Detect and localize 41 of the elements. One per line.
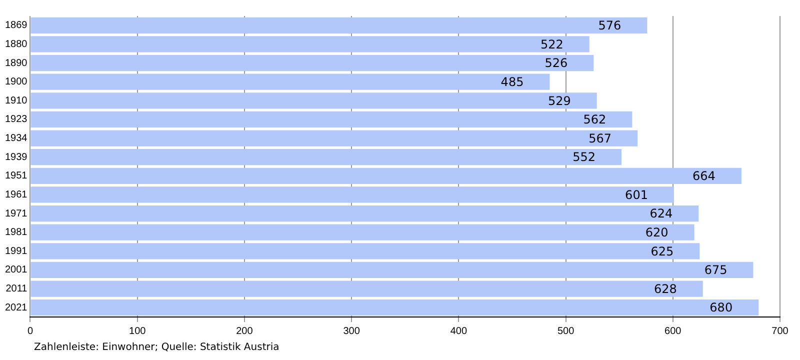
text: Zahlenleiste: Einwohner; Quelle: Statistik Austria [34, 342, 280, 353]
data-label: 664 [692, 169, 716, 184]
y-tick-label: 2001 [4, 264, 28, 276]
y-tick-label: 1923 [4, 114, 28, 126]
data-label: 601 [625, 188, 648, 202]
x-tick-label: 600 [664, 326, 682, 337]
y-tick-label: 1951 [4, 170, 28, 182]
x-tick-label: 200 [236, 326, 254, 337]
data-label: 576 [598, 18, 622, 33]
data-label: 526 [544, 56, 568, 70]
data-label: 562 [583, 112, 606, 127]
x-tick-label: 300 [343, 326, 360, 337]
y-tick-label: 1869 [4, 20, 28, 32]
data-label: 624 [650, 206, 673, 221]
data-label: 485 [500, 74, 524, 89]
data-label: 675 [704, 263, 728, 278]
x-tick-label: 0 [27, 326, 34, 337]
y-tick-label: 1900 [4, 76, 28, 88]
x-tick-label: 400 [450, 326, 468, 337]
data-label: 620 [645, 225, 668, 240]
data-label: 552 [572, 150, 596, 164]
y-tick-label: 1934 [4, 133, 28, 144]
x-tick-label: 500 [557, 326, 575, 337]
y-tick-label: 1961 [4, 189, 28, 200]
y-tick-label: 1991 [4, 246, 28, 257]
data-label: 625 [650, 244, 674, 258]
y-tick-label: 1939 [4, 152, 28, 163]
y-tick-label: 2021 [4, 302, 28, 314]
y-tick-label: 1910 [4, 95, 28, 106]
data-label: 628 [654, 282, 677, 296]
data-label: 529 [548, 94, 571, 108]
y-tick-label: 1890 [4, 58, 28, 69]
y-tick-label: 2011 [6, 284, 28, 295]
y-tick-label: 1981 [4, 227, 28, 238]
y-tick-label: 1880 [4, 38, 28, 50]
x-tick-label: 700 [772, 326, 789, 337]
data-label: 680 [710, 300, 733, 315]
y-tick-label: 1971 [4, 208, 28, 220]
data-label: 522 [540, 37, 564, 52]
x-tick-label: 100 [129, 326, 146, 337]
data-label: 567 [588, 131, 612, 146]
